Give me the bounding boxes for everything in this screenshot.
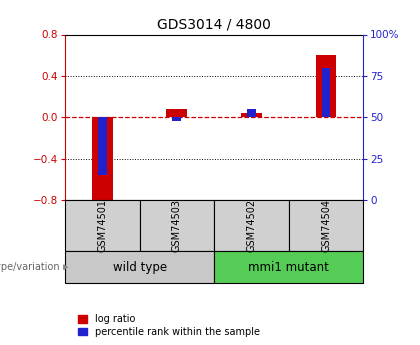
Bar bbox=[65, 200, 139, 252]
Bar bbox=[214, 252, 363, 283]
Bar bbox=[173, 117, 181, 121]
Text: GSM74502: GSM74502 bbox=[247, 199, 257, 252]
Bar bbox=[241, 113, 262, 117]
Text: GSM74503: GSM74503 bbox=[172, 199, 182, 252]
Title: GDS3014 / 4800: GDS3014 / 4800 bbox=[157, 18, 271, 32]
Bar bbox=[315, 55, 336, 117]
Bar bbox=[247, 109, 256, 117]
Bar bbox=[139, 200, 214, 252]
Bar bbox=[214, 200, 289, 252]
Text: mmi1 mutant: mmi1 mutant bbox=[248, 261, 329, 274]
Bar bbox=[92, 117, 113, 205]
Text: GSM74504: GSM74504 bbox=[321, 199, 331, 252]
Text: GSM74501: GSM74501 bbox=[97, 199, 108, 252]
Bar bbox=[98, 117, 107, 175]
Bar bbox=[65, 252, 214, 283]
Bar bbox=[322, 68, 331, 117]
Bar bbox=[166, 109, 187, 117]
Text: genotype/variation: genotype/variation bbox=[0, 262, 63, 272]
Text: wild type: wild type bbox=[113, 261, 167, 274]
Bar bbox=[289, 200, 363, 252]
Legend: log ratio, percentile rank within the sample: log ratio, percentile rank within the sa… bbox=[79, 314, 260, 337]
